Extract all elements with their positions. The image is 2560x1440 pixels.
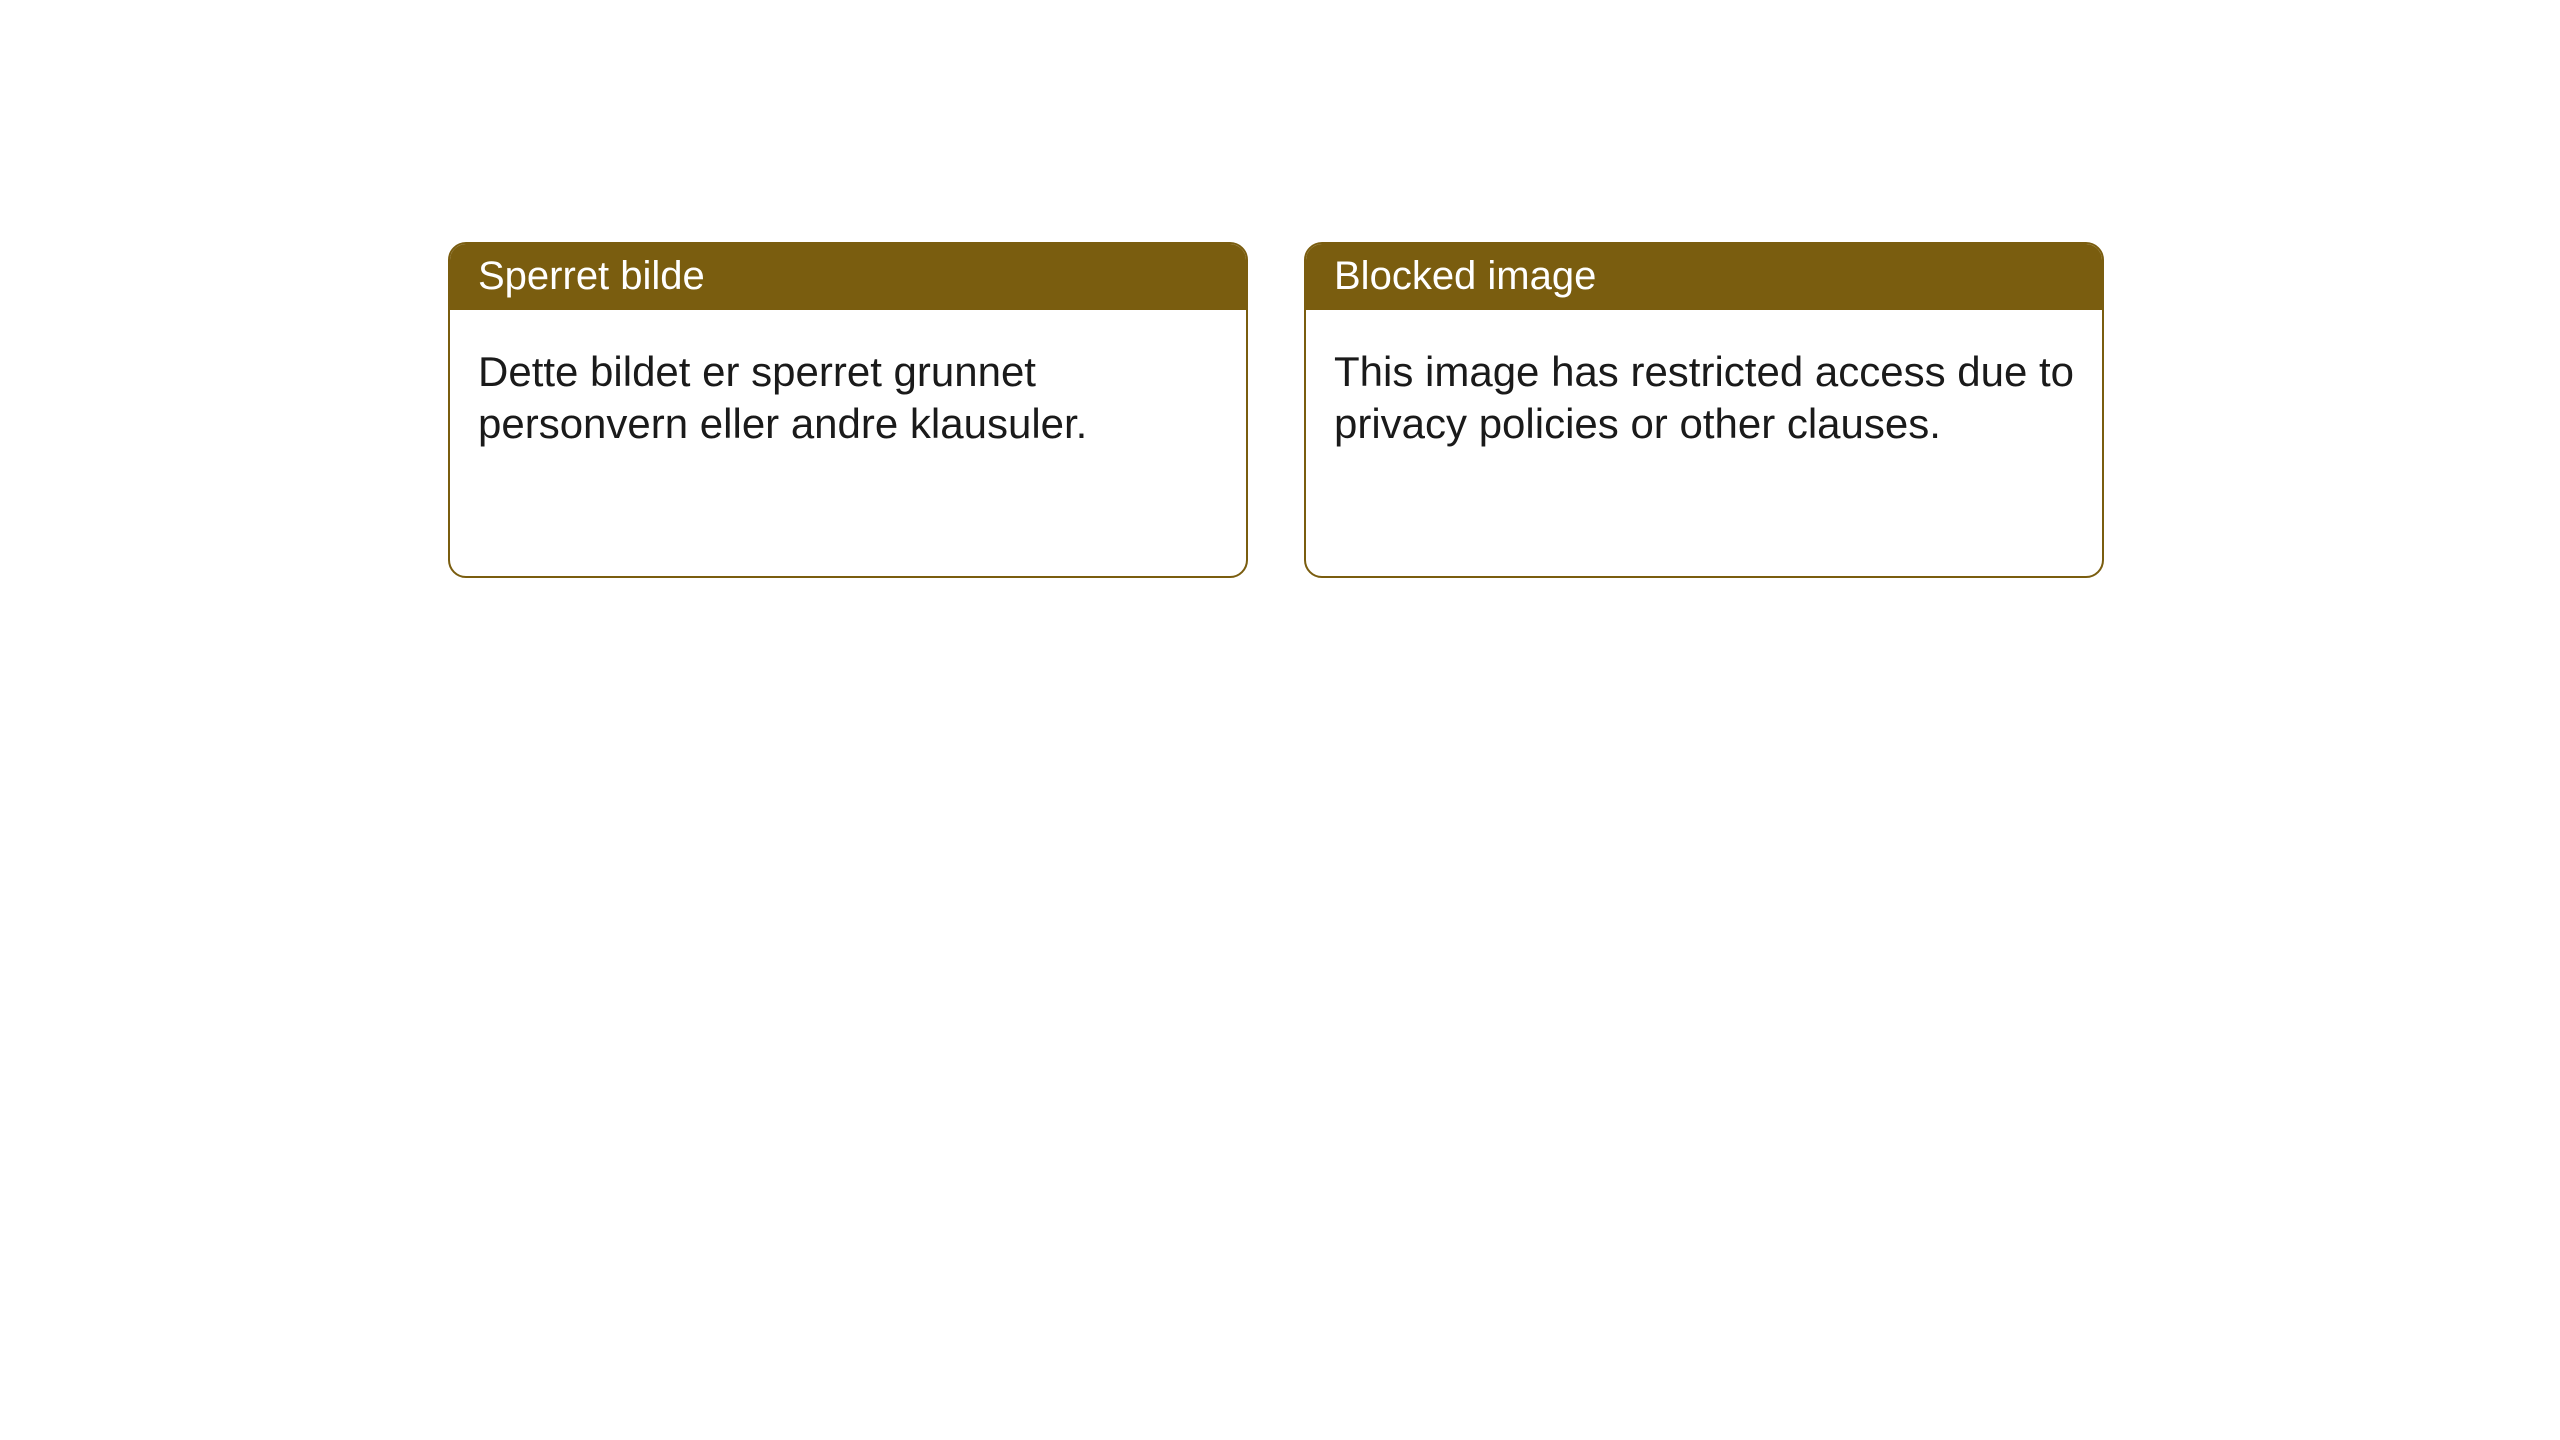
- notice-box-english: Blocked image This image has restricted …: [1304, 242, 2104, 578]
- notice-header-english: Blocked image: [1306, 244, 2102, 310]
- notice-header-norwegian: Sperret bilde: [450, 244, 1246, 310]
- notice-container: Sperret bilde Dette bildet er sperret gr…: [0, 0, 2560, 578]
- notice-body-norwegian: Dette bildet er sperret grunnet personve…: [450, 310, 1246, 477]
- notice-body-english: This image has restricted access due to …: [1306, 310, 2102, 477]
- notice-box-norwegian: Sperret bilde Dette bildet er sperret gr…: [448, 242, 1248, 578]
